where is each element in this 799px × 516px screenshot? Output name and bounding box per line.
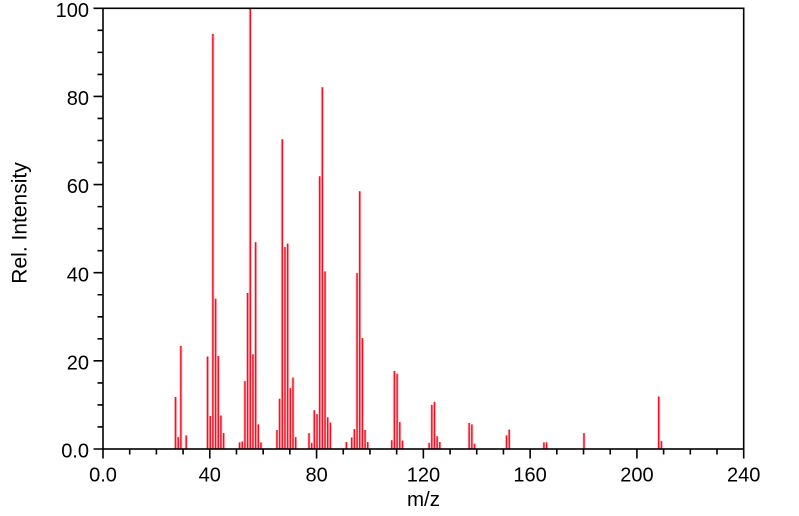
svg-text:40: 40 (199, 464, 221, 486)
svg-text:m/z: m/z (407, 488, 440, 511)
svg-text:0.0: 0.0 (61, 441, 89, 463)
svg-text:60: 60 (67, 176, 89, 198)
svg-text:40: 40 (67, 264, 89, 286)
svg-text:160: 160 (513, 464, 546, 486)
svg-text:120: 120 (407, 464, 440, 486)
svg-text:80: 80 (67, 88, 89, 110)
svg-text:240: 240 (727, 464, 760, 486)
svg-text:100: 100 (56, 0, 89, 22)
svg-text:200: 200 (620, 464, 653, 486)
svg-text:Rel. Intensity: Rel. Intensity (9, 162, 32, 284)
svg-text:0.0: 0.0 (89, 464, 117, 486)
svg-text:80: 80 (305, 464, 327, 486)
svg-text:20: 20 (67, 353, 89, 375)
